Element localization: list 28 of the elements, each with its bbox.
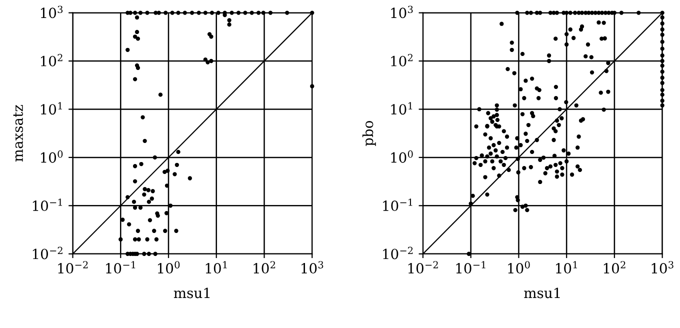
x-tick-label: 10$^{−2}$ [58,261,88,274]
x-tick-label: 10$^{3}$ [652,261,674,274]
y-tick-label: 10$^{0}$ [391,150,413,163]
y-axis-title: pbo [362,120,376,146]
x-axis-title: msu1 [174,288,210,298]
y-tick-label: 10$^{2}$ [391,54,413,66]
x-tick-label: 10$^{3}$ [302,261,324,274]
y-axis-title: maxsatz [13,105,23,162]
y-tick-label: 10$^{3}$ [391,6,413,18]
y-tick-label: 10$^{2}$ [40,54,62,66]
x-tick-label: 10$^{0}$ [158,261,180,274]
x-tick-label: 10$^{−1}$ [106,261,136,274]
y-tick-label: 10$^{0}$ [40,150,63,163]
x-tick-label: 10$^{1}$ [556,261,577,274]
x-tick-label: 10$^{−1}$ [456,261,486,274]
x-tick-label: 10$^{0}$ [508,261,530,274]
y-tick-label: 10$^{3}$ [40,6,63,18]
y-tick-label: 10$^{−2}$ [32,246,62,260]
x-tick-label: 10$^{2}$ [604,261,626,274]
x-tick-label: 10$^{2}$ [254,261,276,274]
y-tick-label: 10$^{1}$ [391,102,412,115]
y-tick-label: 10$^{−1}$ [383,198,412,212]
y-tick-label: 10$^{−2}$ [383,246,413,260]
x-tick-label: 10$^{1}$ [206,261,227,274]
x-axis-title: msu1 [524,288,560,298]
y-tick-label: 10$^{−1}$ [32,198,62,212]
x-tick-label: 10$^{−2}$ [408,261,438,274]
y-tick-label: 10$^{1}$ [40,102,62,115]
